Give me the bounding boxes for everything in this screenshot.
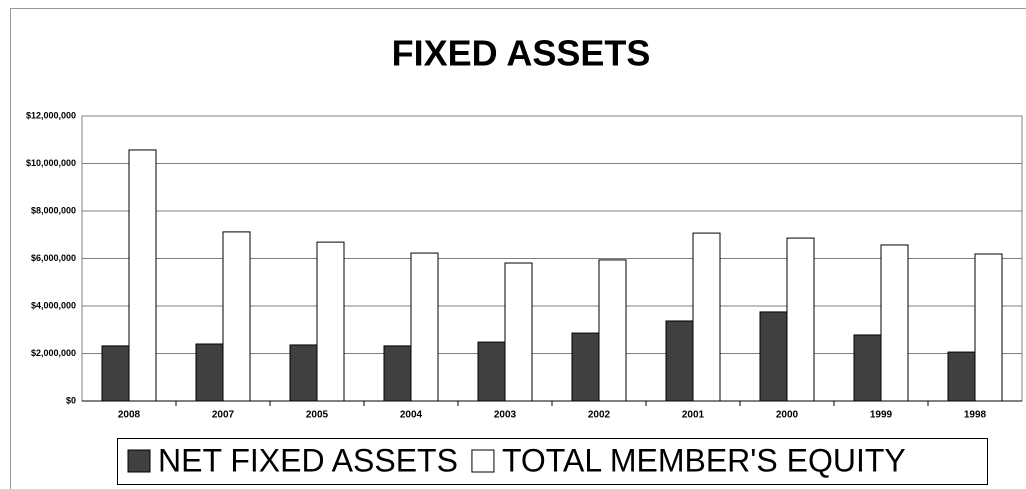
x-tick-label: 2000 [776, 410, 799, 421]
y-tick-label: $2,000,000 [31, 348, 76, 358]
bar [289, 344, 318, 402]
chart-title: FIXED ASSETS [392, 33, 651, 74]
bar [101, 345, 130, 402]
legend-label: TOTAL MEMBER'S EQUITY [502, 442, 906, 478]
x-tick-label: 2004 [400, 410, 423, 421]
bar [504, 262, 533, 402]
bar [128, 149, 157, 402]
legend-label: NET FIXED ASSETS [158, 442, 458, 478]
bar [880, 244, 909, 402]
bar [974, 253, 1003, 402]
bar [477, 341, 506, 402]
bar [316, 241, 345, 402]
y-tick-label: $6,000,000 [31, 253, 76, 263]
x-tick-label: 2005 [306, 410, 329, 421]
bar [853, 334, 882, 402]
y-tick-label: $10,000,000 [26, 158, 76, 168]
bar [410, 252, 439, 402]
x-tick-label: 2003 [494, 410, 517, 421]
bar [598, 259, 627, 402]
bar [383, 345, 412, 402]
bar [759, 311, 788, 402]
x-tick-label: 1998 [964, 410, 987, 421]
bar [222, 231, 251, 402]
y-tick-label: $4,000,000 [31, 300, 76, 310]
bar [665, 320, 694, 402]
x-tick-label: 2001 [682, 410, 705, 421]
y-tick-label: $12,000,000 [26, 110, 76, 120]
x-tick-label: 2007 [212, 410, 235, 421]
bar [571, 332, 600, 402]
legend-box [117, 438, 988, 485]
x-tick-label: 2002 [588, 410, 611, 421]
y-tick-label: $0 [66, 395, 76, 405]
bar [786, 237, 815, 402]
bar [692, 232, 721, 402]
legend-swatch [471, 449, 495, 473]
legend-swatch [127, 449, 151, 473]
x-tick-label: 2008 [118, 410, 141, 421]
bar [947, 351, 976, 402]
y-tick-label: $8,000,000 [31, 205, 76, 215]
x-tick-label: 1999 [870, 410, 893, 421]
bar [195, 343, 224, 402]
